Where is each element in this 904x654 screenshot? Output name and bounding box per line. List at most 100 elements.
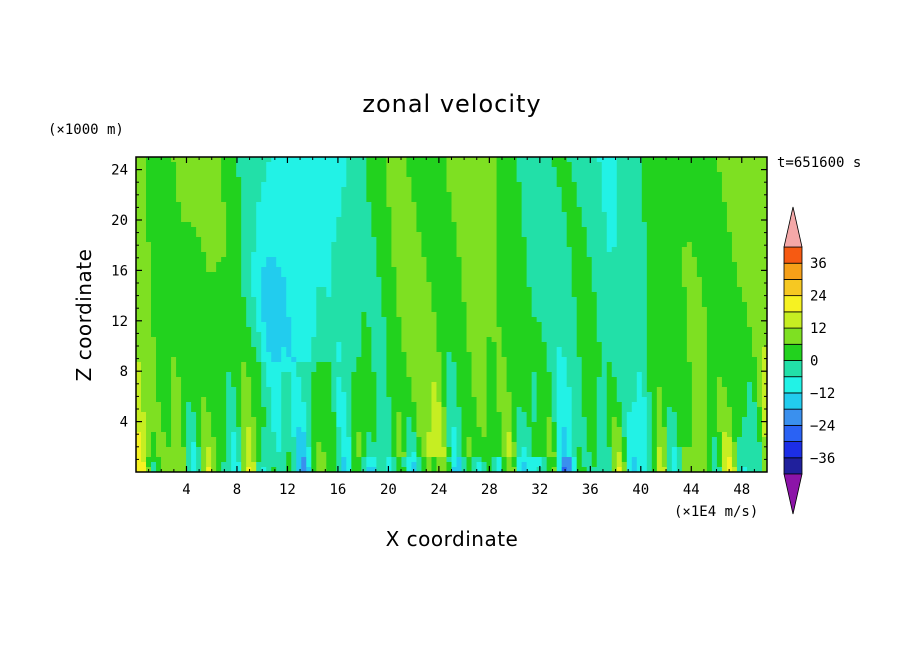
field-cell	[621, 162, 628, 168]
field-cell	[246, 342, 252, 348]
field-cell	[541, 282, 548, 288]
field-cell	[726, 302, 733, 308]
field-cell	[581, 327, 588, 333]
field-cell	[556, 162, 563, 168]
field-cell	[411, 262, 418, 268]
field-cell	[326, 327, 332, 333]
field-cell	[601, 217, 608, 223]
field-cell	[176, 282, 182, 288]
field-cell	[271, 187, 277, 193]
field-cell	[451, 192, 458, 198]
field-cell	[496, 262, 503, 268]
field-cell	[591, 167, 598, 173]
field-cell	[331, 242, 337, 248]
field-cell	[481, 347, 488, 353]
field-cell	[396, 197, 403, 203]
field-cell	[271, 192, 277, 198]
field-cell	[221, 207, 227, 213]
field-cell	[256, 252, 262, 258]
field-cell	[451, 262, 458, 268]
field-cell	[661, 337, 668, 343]
field-cell	[401, 177, 408, 183]
field-cell	[361, 312, 367, 318]
field-cell	[576, 197, 583, 203]
field-cell	[356, 167, 362, 173]
field-cell	[426, 352, 433, 358]
field-cell	[356, 192, 362, 198]
field-cell	[246, 282, 252, 288]
field-cell	[571, 317, 578, 323]
field-cell	[616, 307, 623, 313]
field-cell	[556, 227, 563, 233]
field-cell	[421, 312, 428, 318]
field-cell	[516, 332, 523, 338]
field-cell	[566, 272, 573, 278]
field-cell	[521, 172, 528, 178]
field-cell	[421, 297, 428, 303]
field-cell	[371, 342, 377, 348]
field-cell	[396, 332, 403, 338]
field-cell	[161, 222, 167, 228]
field-cell	[751, 222, 758, 228]
field-cell	[341, 342, 347, 348]
field-cell	[336, 227, 342, 233]
field-cell	[136, 207, 142, 213]
field-cell	[146, 302, 152, 308]
field-cell	[416, 262, 423, 268]
field-cell	[546, 267, 553, 273]
field-cell	[541, 187, 548, 193]
field-cell	[401, 332, 408, 338]
field-cell	[686, 297, 693, 303]
field-cell	[456, 237, 463, 243]
field-cell	[406, 322, 413, 328]
field-cell	[616, 242, 623, 248]
field-cell	[631, 172, 638, 178]
field-cell	[666, 217, 673, 223]
field-cell	[736, 302, 743, 308]
field-cell	[696, 327, 703, 333]
field-cell	[626, 332, 633, 338]
field-cell	[546, 217, 553, 223]
field-cell	[146, 197, 152, 203]
field-cell	[191, 187, 197, 193]
field-cell	[401, 162, 408, 168]
field-cell	[656, 327, 663, 333]
field-cell	[641, 242, 648, 248]
field-cell	[166, 282, 172, 288]
field-cell	[461, 352, 468, 358]
field-cell	[381, 192, 387, 198]
field-cell	[661, 302, 668, 308]
field-cell	[296, 217, 302, 223]
field-cell	[156, 342, 162, 348]
field-cell	[461, 257, 468, 263]
field-cell	[416, 292, 423, 298]
field-cell	[311, 267, 317, 273]
field-cell	[306, 237, 312, 243]
field-cell	[491, 327, 498, 333]
field-cell	[446, 272, 453, 278]
field-cell	[421, 162, 428, 168]
field-cell	[736, 347, 743, 353]
field-cell	[486, 312, 493, 318]
field-cell	[551, 327, 558, 333]
field-cell	[316, 257, 322, 263]
field-cell	[521, 312, 528, 318]
field-cell	[276, 307, 282, 313]
field-cell	[366, 307, 372, 313]
field-cell	[581, 332, 588, 338]
field-cell	[216, 332, 222, 338]
field-cell	[626, 222, 633, 228]
field-cell	[256, 292, 262, 298]
field-cell	[566, 232, 573, 238]
field-cell	[491, 227, 498, 233]
field-cell	[356, 207, 362, 213]
field-cell	[761, 232, 767, 238]
field-cell	[466, 312, 473, 318]
field-cell	[141, 252, 147, 258]
field-cell	[391, 207, 398, 213]
field-cell	[251, 297, 257, 303]
field-cell	[256, 192, 262, 198]
field-cell	[576, 292, 583, 298]
field-cell	[646, 297, 653, 303]
field-cell	[651, 297, 658, 303]
